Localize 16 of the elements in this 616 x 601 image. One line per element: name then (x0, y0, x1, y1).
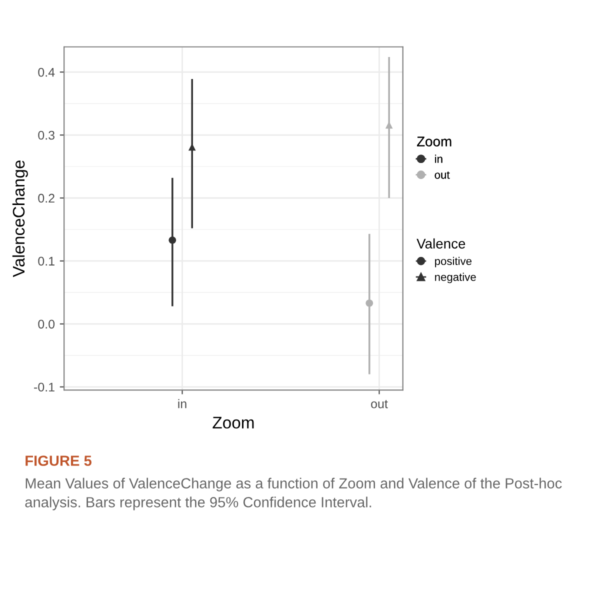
legend-label: negative (435, 272, 476, 284)
category-label: in (435, 154, 442, 163)
text: Mean Values of ValenceChange as a function of Zoom and Valence of the Post-hoc analysis. Bars represent the 95% Confidence Interval. (25, 478, 562, 510)
legend-label: positive (435, 256, 472, 268)
text: Valence (416, 238, 466, 249)
y-tick-label: 0.2 (38, 194, 54, 203)
category-label: out (434, 171, 450, 179)
y-tick-label: 0.1 (38, 256, 54, 266)
y-axis-title: ValenceChange (12, 160, 28, 278)
text: Zoom (417, 136, 452, 146)
y-tick-label: 0.0 (38, 320, 55, 329)
caption: FIGURE 5 (26, 456, 92, 466)
x-axis-title: Zoom (212, 416, 254, 429)
y-tick-label: -0.1 (34, 382, 54, 392)
y-tick-label: 0.3 (38, 130, 54, 140)
y-tick-label: 0.4 (38, 68, 55, 77)
